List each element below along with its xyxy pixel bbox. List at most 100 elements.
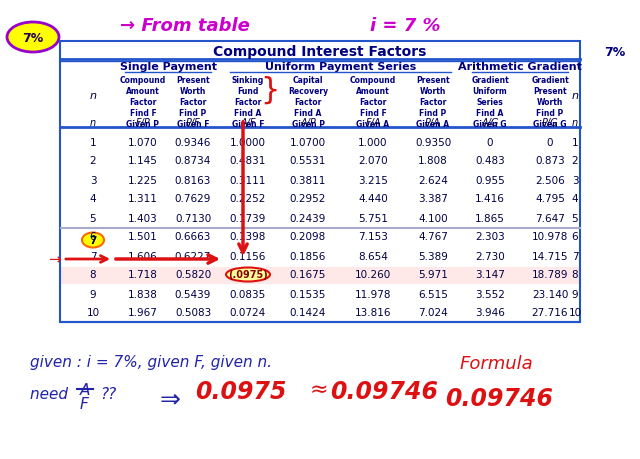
Text: 2: 2 <box>90 156 96 166</box>
Text: ⇒: ⇒ <box>160 386 181 410</box>
Text: 3.946: 3.946 <box>475 308 505 318</box>
Text: 10: 10 <box>86 308 100 318</box>
Text: 2.624: 2.624 <box>418 175 448 185</box>
Text: 0.2952: 0.2952 <box>290 194 326 204</box>
Text: 1.718: 1.718 <box>128 270 158 280</box>
Text: 7.024: 7.024 <box>418 308 448 318</box>
Text: 1.865: 1.865 <box>475 213 505 223</box>
Text: Sinking
Fund
Factor
Find A
Given F: Sinking Fund Factor Find A Given F <box>232 76 264 129</box>
Text: 4: 4 <box>572 194 579 204</box>
Text: 1.145: 1.145 <box>128 156 158 166</box>
Text: 8: 8 <box>572 270 579 280</box>
Text: 8: 8 <box>90 270 96 280</box>
Text: A/G: A/G <box>481 118 499 128</box>
Text: 6: 6 <box>572 232 579 242</box>
Text: ≈: ≈ <box>310 379 328 399</box>
Text: 3: 3 <box>572 175 579 185</box>
Text: Compound Interest Factors: Compound Interest Factors <box>213 45 427 59</box>
Text: →: → <box>48 252 61 267</box>
Text: 10.978: 10.978 <box>532 232 568 242</box>
Text: 0.09746: 0.09746 <box>330 379 438 403</box>
Text: F/A: F/A <box>365 118 381 128</box>
Text: 9: 9 <box>90 289 96 299</box>
Text: 7%: 7% <box>22 31 44 45</box>
Text: 4.767: 4.767 <box>418 232 448 242</box>
Text: 5.389: 5.389 <box>418 251 448 261</box>
Text: 5: 5 <box>572 213 579 223</box>
Text: 27.716: 27.716 <box>532 308 568 318</box>
Text: A: A <box>80 382 90 397</box>
Text: 0.7130: 0.7130 <box>175 213 211 223</box>
Text: 0.09746: 0.09746 <box>445 386 553 410</box>
Text: 3.387: 3.387 <box>418 194 448 204</box>
Text: 1.403: 1.403 <box>128 213 158 223</box>
Text: 1.225: 1.225 <box>128 175 158 185</box>
Text: 13.816: 13.816 <box>355 308 391 318</box>
Text: 1.0000: 1.0000 <box>230 137 266 147</box>
Text: 5.971: 5.971 <box>418 270 448 280</box>
Text: P/G: P/G <box>541 118 558 128</box>
Text: 0.955: 0.955 <box>475 175 505 185</box>
Text: 18.789: 18.789 <box>532 270 568 280</box>
Text: 0.4831: 0.4831 <box>230 156 266 166</box>
Text: 0.1856: 0.1856 <box>290 251 326 261</box>
FancyBboxPatch shape <box>60 42 580 60</box>
Text: 0.8163: 0.8163 <box>175 175 211 185</box>
Text: Present
Worth
Factor
Find P
Given F: Present Worth Factor Find P Given F <box>176 76 210 129</box>
Text: 0.8734: 0.8734 <box>175 156 211 166</box>
Text: 1.838: 1.838 <box>128 289 158 299</box>
Text: 0.1424: 0.1424 <box>290 308 326 318</box>
Text: 7: 7 <box>572 251 579 261</box>
Text: A/F: A/F <box>240 118 256 128</box>
Text: 6: 6 <box>90 232 96 242</box>
Text: F: F <box>80 396 89 411</box>
Text: 3: 3 <box>90 175 96 185</box>
Text: Uniform Payment Series: Uniform Payment Series <box>265 62 416 72</box>
Text: 0.0835: 0.0835 <box>230 289 266 299</box>
Text: 0.5820: 0.5820 <box>175 270 211 280</box>
Text: 1.501: 1.501 <box>128 232 158 242</box>
Text: ??: ?? <box>100 386 116 401</box>
Text: 0.1675: 0.1675 <box>290 270 326 280</box>
Text: 1.000: 1.000 <box>358 137 388 147</box>
Text: 1: 1 <box>90 137 96 147</box>
Ellipse shape <box>226 268 270 282</box>
Text: 2.303: 2.303 <box>475 232 505 242</box>
Text: 7: 7 <box>90 251 96 261</box>
Ellipse shape <box>82 233 104 248</box>
Text: 1.606: 1.606 <box>128 251 158 261</box>
Text: 0: 0 <box>487 137 493 147</box>
Text: 7.647: 7.647 <box>535 213 565 223</box>
Text: 2.730: 2.730 <box>475 251 505 261</box>
Text: 7.153: 7.153 <box>358 232 388 242</box>
Text: 2.506: 2.506 <box>535 175 565 185</box>
Text: (.0975): (.0975) <box>228 270 268 280</box>
Text: }: } <box>260 75 280 104</box>
Text: 6.515: 6.515 <box>418 289 448 299</box>
Text: Arithmetic Gradient: Arithmetic Gradient <box>458 62 582 72</box>
Text: P/F: P/F <box>186 118 200 128</box>
Text: 4.440: 4.440 <box>358 194 388 204</box>
Text: 0.1739: 0.1739 <box>230 213 266 223</box>
Ellipse shape <box>7 23 59 53</box>
Text: Capital
Recovery
Factor
Find A
Given P: Capital Recovery Factor Find A Given P <box>288 76 328 129</box>
Text: Formula: Formula <box>460 354 534 372</box>
Text: 7%: 7% <box>604 45 626 58</box>
Text: 1: 1 <box>572 137 579 147</box>
Text: 1.967: 1.967 <box>128 308 158 318</box>
Text: 3.215: 3.215 <box>358 175 388 185</box>
Text: 11.978: 11.978 <box>355 289 391 299</box>
Text: 0.2439: 0.2439 <box>290 213 326 223</box>
Text: given : i = 7%, given F, given n.: given : i = 7%, given F, given n. <box>30 354 272 369</box>
Text: 0.873: 0.873 <box>535 156 565 166</box>
Text: need: need <box>30 386 73 401</box>
Text: 14.715: 14.715 <box>532 251 568 261</box>
Text: n: n <box>572 118 578 128</box>
Text: i = 7 %: i = 7 % <box>370 17 440 35</box>
Text: 0.9346: 0.9346 <box>175 137 211 147</box>
Text: 1.0700: 1.0700 <box>290 137 326 147</box>
Text: 5: 5 <box>90 213 96 223</box>
Text: 0: 0 <box>547 137 553 147</box>
Text: 0.5083: 0.5083 <box>175 308 211 318</box>
Text: 1.070: 1.070 <box>128 137 158 147</box>
